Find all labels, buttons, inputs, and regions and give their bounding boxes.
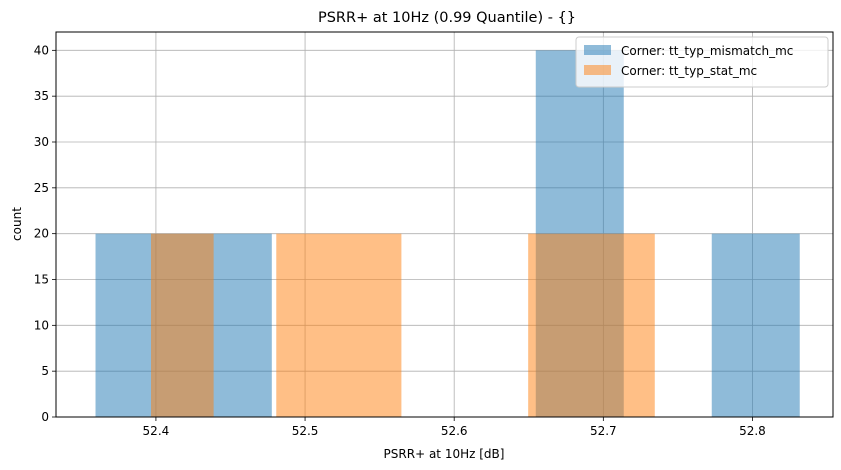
y-tick-label: 5 xyxy=(41,364,49,378)
legend-swatch-series-1 xyxy=(584,45,611,55)
legend-swatch-series-2 xyxy=(584,65,611,75)
x-axis-label: PSRR+ at 10Hz [dB] xyxy=(384,447,505,461)
y-tick-label: 25 xyxy=(34,181,49,195)
y-tick-label: 35 xyxy=(34,89,49,103)
x-tick-label: 52.7 xyxy=(590,424,617,438)
x-tick-label: 52.4 xyxy=(143,424,170,438)
histogram-bar-series-2 xyxy=(528,233,655,417)
y-axis-label: count xyxy=(10,207,24,241)
y-tick-label: 15 xyxy=(34,273,49,287)
x-axis-ticks: 52.4 52.5 52.6 52.7 52.8 xyxy=(143,417,766,438)
histogram-bar-series-2 xyxy=(150,233,214,417)
legend-frame xyxy=(575,36,829,88)
chart-title: PSRR+ at 10Hz (0.99 Quantile) - {} xyxy=(318,10,576,26)
plot-frame xyxy=(55,31,834,418)
histogram-bar-series-2 xyxy=(276,233,402,417)
x-tick-label: 52.6 xyxy=(441,424,468,438)
legend-label-series-1: Corner: tt_typ_mismatch_mc xyxy=(621,44,793,58)
x-tick-label: 52.5 xyxy=(292,424,319,438)
y-tick-label: 40 xyxy=(34,43,49,57)
legend-label-series-2: Corner: tt_typ_stat_mc xyxy=(621,64,757,78)
y-tick-label: 20 xyxy=(34,227,49,241)
y-tick-label: 30 xyxy=(34,135,49,149)
y-axis-ticks: 0 5 10 15 20 25 30 35 40 xyxy=(34,43,56,424)
legend: Corner: tt_typ_mismatch_mc Corner: tt_typ… xyxy=(575,36,829,88)
histogram-bar-series-1 xyxy=(711,233,800,417)
y-tick-label: 0 xyxy=(41,410,49,424)
y-tick-label: 10 xyxy=(34,318,49,332)
x-tick-label: 52.8 xyxy=(739,424,766,438)
histogram-bars xyxy=(95,50,800,417)
